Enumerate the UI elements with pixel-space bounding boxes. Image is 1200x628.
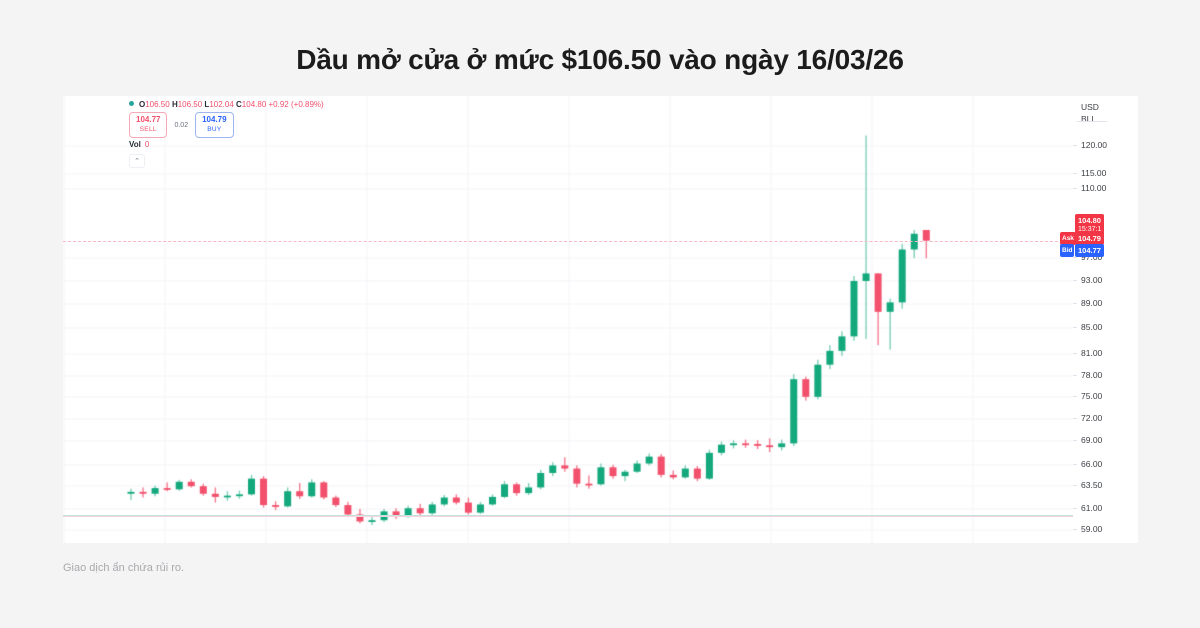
high-value: 106.50 xyxy=(177,100,203,109)
axis-tickmark xyxy=(1073,485,1077,486)
ask-tag: Ask xyxy=(1060,232,1076,245)
chart-panel[interactable]: O106.50 H106.50 L102.04 C104.80 +0.92 (+… xyxy=(63,96,1138,543)
volume-legend: Vol 0 xyxy=(129,140,149,150)
axis-divider xyxy=(1077,121,1107,122)
price-tick-label: 89.00 xyxy=(1081,298,1103,308)
open-label: O xyxy=(139,100,146,109)
close-value: 104.80 xyxy=(241,100,267,109)
axis-tickmark xyxy=(1073,464,1077,465)
axis-tickmark xyxy=(1073,418,1077,419)
low-value: 102.04 xyxy=(209,100,234,109)
last-price-value: 104.80 xyxy=(1078,216,1101,225)
candlestick-canvas[interactable] xyxy=(63,96,1073,543)
price-tick-label: 81.00 xyxy=(1081,348,1103,358)
currency-label: USD xyxy=(1081,102,1099,112)
sell-label: SELL xyxy=(139,126,157,133)
axis-tickmark xyxy=(1073,257,1077,258)
buy-button[interactable]: 104.79 BUY xyxy=(195,112,234,138)
deal-buttons-row[interactable]: 104.77 SELL 0.02 104.79 BUY xyxy=(129,112,234,138)
bid-price-badge: 104.77 xyxy=(1075,244,1104,257)
price-axis[interactable]: USD BLL 120.00 115.00 110.00 97.00 93.00 89.0… xyxy=(1073,96,1138,543)
risk-disclaimer: Giao dịch ẩn chứa rủi ro. xyxy=(63,562,185,574)
axis-tickmark xyxy=(1073,188,1077,189)
volume-value: 0 xyxy=(144,140,150,149)
axis-tickmark xyxy=(1073,508,1077,509)
spread-value: 0.02 xyxy=(174,121,189,129)
axis-tickmark xyxy=(1073,375,1077,376)
bid-price-line-pink xyxy=(63,516,1073,518)
price-tick-label: 115.00 xyxy=(1081,168,1107,178)
high-label: H xyxy=(171,100,178,109)
chevron-up-icon[interactable]: ⌃ xyxy=(129,154,145,168)
last-price-badge: 104.80 15:37:1 xyxy=(1075,214,1105,236)
price-tick-label: 66.00 xyxy=(1081,459,1103,469)
chart-plot-area[interactable] xyxy=(63,96,1073,543)
symbol-status-dot xyxy=(129,101,134,106)
axis-tickmark xyxy=(1073,145,1077,146)
open-value: 106.50 xyxy=(145,100,170,109)
buy-label: BUY xyxy=(207,126,222,133)
bid-price-line-teal xyxy=(63,515,1073,517)
volume-label: Vol xyxy=(129,140,141,149)
axis-tickmark xyxy=(1073,529,1077,530)
ohlc-legend: O106.50 H106.50 L102.04 C104.80 +0.92 (+… xyxy=(129,99,324,110)
collapse-glyph: ⌃ xyxy=(134,158,140,165)
ask-price-line xyxy=(63,240,1073,242)
price-tick-label: 120.00 xyxy=(1081,140,1107,150)
last-price-time: 15:37:1 xyxy=(1078,226,1102,233)
price-tick-label: 110.00 xyxy=(1081,183,1107,193)
sell-price: 104.77 xyxy=(136,115,161,124)
change-percent: (+0.89%) xyxy=(290,100,324,109)
bid-tag: Bid xyxy=(1060,244,1075,257)
close-label: C xyxy=(236,100,242,109)
axis-tickmark xyxy=(1073,396,1077,397)
price-tick-label: 61.00 xyxy=(1081,503,1103,513)
axis-tickmark xyxy=(1073,327,1077,328)
page-title: Dầu mở cửa ở mức $106.50 vào ngày 16/03/… xyxy=(296,44,904,75)
low-label: L xyxy=(204,100,210,109)
axis-tickmark xyxy=(1073,353,1077,354)
price-tick-label: 59.00 xyxy=(1081,524,1103,534)
price-tick-label: 93.00 xyxy=(1081,275,1103,285)
price-tick-label: 63.50 xyxy=(1081,480,1103,490)
price-tick-label: 69.00 xyxy=(1081,435,1103,445)
price-tick-label: 85.00 xyxy=(1081,322,1103,332)
axis-tickmark xyxy=(1073,173,1077,174)
unit-label: BLL xyxy=(1081,114,1097,124)
ask-price-badge: 104.79 xyxy=(1075,232,1104,245)
price-tick-label: 78.00 xyxy=(1081,370,1103,380)
change-value: +0.92 xyxy=(268,100,289,109)
axis-tickmark xyxy=(1073,280,1077,281)
sell-button[interactable]: 104.77 SELL xyxy=(129,112,168,138)
axis-tickmark xyxy=(1073,303,1077,304)
price-tick-label: 97.00 xyxy=(1081,252,1103,262)
price-tick-label: 72.00 xyxy=(1081,413,1103,423)
price-tick-label: 75.00 xyxy=(1081,391,1103,401)
buy-price: 104.79 xyxy=(202,115,227,124)
axis-tickmark xyxy=(1073,440,1077,441)
